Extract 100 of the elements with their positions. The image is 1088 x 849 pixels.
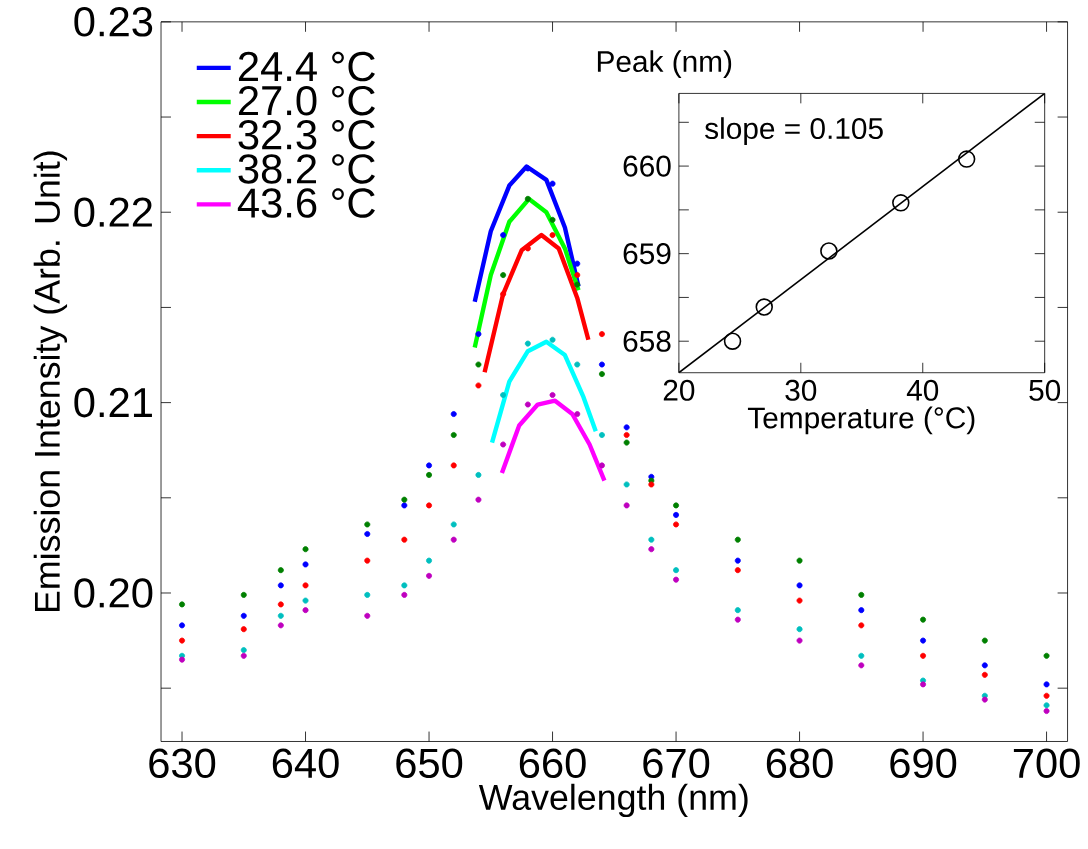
point xyxy=(673,576,680,583)
point xyxy=(648,546,655,553)
legend-label: 24.4 °C xyxy=(238,51,375,82)
point xyxy=(598,361,605,368)
legend-label: 38.2 °C xyxy=(238,154,375,184)
point xyxy=(401,536,408,543)
point xyxy=(240,626,247,633)
point xyxy=(981,662,988,669)
point xyxy=(981,696,988,703)
point xyxy=(475,382,482,389)
point xyxy=(1043,708,1050,715)
point xyxy=(401,582,408,589)
point xyxy=(549,180,556,187)
x-tick-label: 680 xyxy=(766,748,833,779)
point xyxy=(796,557,803,564)
x-tick-label: 690 xyxy=(890,748,957,779)
point xyxy=(981,637,988,644)
point xyxy=(574,260,581,267)
point xyxy=(524,401,531,408)
point xyxy=(475,496,482,503)
line-series xyxy=(472,164,581,304)
point xyxy=(734,607,741,614)
point xyxy=(450,536,457,543)
point xyxy=(179,656,186,663)
point xyxy=(549,336,556,343)
point xyxy=(623,439,630,446)
point xyxy=(179,622,186,629)
point xyxy=(277,582,284,589)
point xyxy=(673,502,680,509)
point xyxy=(623,502,630,509)
point xyxy=(734,557,741,564)
point xyxy=(734,567,741,574)
point xyxy=(648,481,655,488)
x-axis-title: Temperature (°C) xyxy=(747,406,975,435)
point xyxy=(500,392,507,399)
point xyxy=(957,150,976,168)
point xyxy=(179,637,186,644)
point xyxy=(475,361,482,368)
point xyxy=(500,441,507,448)
point xyxy=(858,622,865,629)
point xyxy=(598,371,605,378)
x-tick-label: 20 xyxy=(663,379,695,401)
point xyxy=(302,607,309,614)
point xyxy=(1043,681,1050,688)
annotation: slope = 0.105 xyxy=(705,117,883,146)
point xyxy=(426,472,433,479)
point xyxy=(598,432,605,439)
point xyxy=(755,298,773,316)
point xyxy=(450,411,457,418)
point xyxy=(426,557,433,564)
point xyxy=(240,591,247,598)
point xyxy=(549,232,556,239)
point xyxy=(500,232,507,239)
point xyxy=(549,392,556,399)
point xyxy=(302,546,309,553)
x-tick-label: 660 xyxy=(519,748,586,779)
point xyxy=(796,626,803,633)
x-tick-label: 30 xyxy=(785,379,817,401)
point xyxy=(623,424,630,431)
point xyxy=(277,622,284,629)
x-tick-label: 670 xyxy=(643,748,710,779)
point xyxy=(426,572,433,579)
point xyxy=(500,272,507,279)
point xyxy=(574,361,581,368)
point xyxy=(574,272,581,279)
point xyxy=(673,512,680,518)
legend-label: 43.6 °C xyxy=(237,188,375,218)
point xyxy=(475,472,482,479)
x-tick-label: 700 xyxy=(1013,748,1080,779)
point xyxy=(623,432,630,439)
point xyxy=(364,521,371,528)
point xyxy=(240,612,247,619)
y-axis-title: Peak (nm) xyxy=(597,50,732,79)
point xyxy=(734,536,741,543)
line-series xyxy=(482,232,591,375)
point xyxy=(450,462,457,469)
x-tick-label: 640 xyxy=(272,748,339,779)
point xyxy=(574,281,581,288)
point xyxy=(981,671,988,678)
x-tick-label: 40 xyxy=(906,379,939,401)
point xyxy=(302,561,309,568)
point xyxy=(364,557,371,564)
point xyxy=(302,597,309,604)
y-tick-label: 0.21 xyxy=(74,387,152,418)
y-tick-label: 658 xyxy=(623,330,671,352)
point xyxy=(796,637,803,644)
point xyxy=(364,591,371,598)
legend-label: 27.0 °C xyxy=(238,85,375,116)
legend-label: 32.3 °C xyxy=(238,120,375,150)
point xyxy=(450,521,457,528)
point xyxy=(858,662,865,669)
point xyxy=(920,637,927,644)
point xyxy=(364,531,371,538)
point xyxy=(648,536,655,543)
point xyxy=(1043,692,1050,699)
line-series xyxy=(489,339,598,445)
point xyxy=(858,591,865,598)
point xyxy=(673,567,680,574)
point xyxy=(1043,652,1050,659)
point xyxy=(450,432,457,439)
